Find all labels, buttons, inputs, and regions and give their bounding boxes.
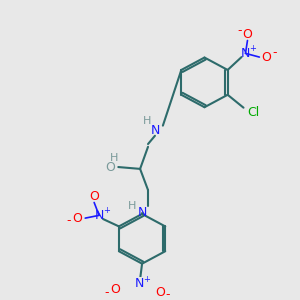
Text: Cl: Cl bbox=[247, 106, 260, 119]
Text: H: H bbox=[110, 153, 118, 163]
Text: O: O bbox=[89, 190, 99, 202]
Text: N: N bbox=[137, 206, 147, 219]
Text: H: H bbox=[143, 116, 151, 126]
Text: +: + bbox=[144, 275, 151, 284]
Text: +: + bbox=[249, 44, 256, 53]
Text: O: O bbox=[110, 283, 120, 296]
Text: +: + bbox=[103, 206, 110, 215]
Text: O: O bbox=[155, 286, 165, 299]
Text: O: O bbox=[72, 212, 82, 225]
Text: N: N bbox=[94, 209, 104, 222]
Text: N: N bbox=[134, 278, 144, 290]
Text: -: - bbox=[104, 286, 109, 299]
Text: N: N bbox=[150, 124, 160, 137]
Text: -: - bbox=[166, 289, 170, 300]
Text: O: O bbox=[105, 160, 115, 173]
Text: H: H bbox=[128, 201, 136, 211]
Text: -: - bbox=[66, 214, 70, 227]
Text: -: - bbox=[272, 46, 277, 59]
Text: N: N bbox=[241, 47, 250, 60]
Text: O: O bbox=[261, 51, 271, 64]
Text: O: O bbox=[242, 28, 252, 40]
Text: -: - bbox=[237, 24, 242, 37]
